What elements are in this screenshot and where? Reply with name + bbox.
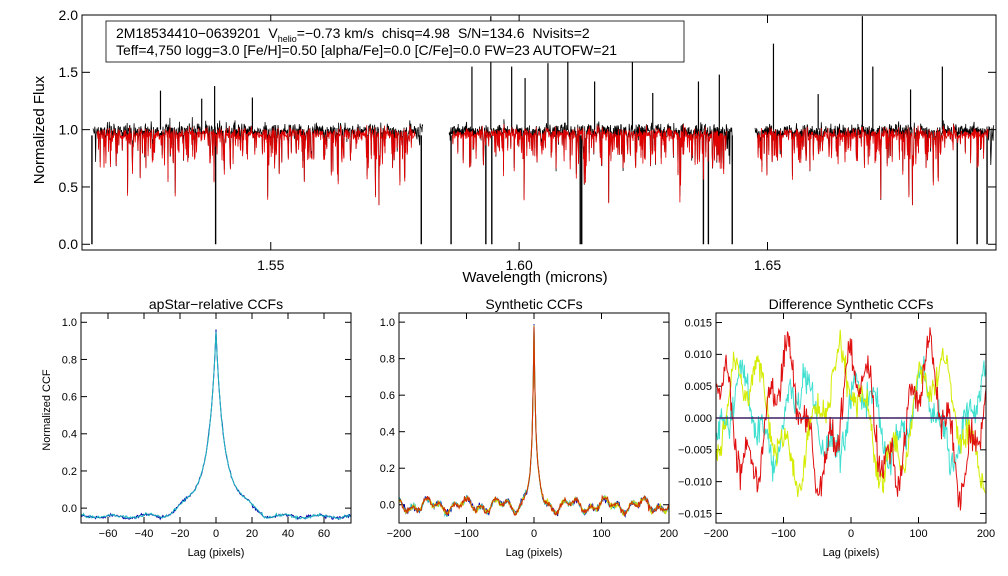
apstar-ccf-title: apStar−relative CCFs <box>149 296 283 312</box>
y-tick-label: 1.0 <box>380 317 395 329</box>
apstar-ccf-series <box>80 329 352 521</box>
y-tick-label: 2.0 <box>59 7 79 23</box>
synthetic-ccf-x-label: Lag (pixels) <box>506 547 563 559</box>
difference-ccf-frame <box>715 312 987 524</box>
y-tick-label: 0.5 <box>59 179 79 195</box>
apstar-ccf-ticks: −60 −40 −20 0 20 40 60 0.0 0.2 0.4 0.6 0.8 1.0 <box>62 313 351 540</box>
x-tick-label: −100 <box>454 528 479 540</box>
difference-ccf-lines <box>715 327 987 511</box>
vhelio-label: V <box>268 25 278 41</box>
x-tick-label: −60 <box>99 528 118 540</box>
x-tick-label: 0 <box>213 528 219 540</box>
model-spectrum-line <box>451 124 727 204</box>
sn-value: S/N=134.6 <box>458 25 525 41</box>
y-tick-label: −0.005 <box>678 445 712 457</box>
y-tick-label: 0.000 <box>684 413 712 425</box>
difference-ccf-panel: Difference Synthetic CCFs −200 −100 0 100 20… <box>678 296 995 559</box>
apstar-ccf-y-label: Normalized CCF <box>41 369 53 451</box>
x-tick-label: −200 <box>704 528 729 540</box>
x-tick-label: 1.60 <box>506 257 533 273</box>
synthetic-ccf-frame <box>398 312 670 524</box>
difference-ccf-series <box>715 329 986 497</box>
chisq-value: chisq=4.98 <box>382 25 450 41</box>
spectrum-axes-frame <box>81 14 997 251</box>
info-box: 2M18534410−0639201 Vhelio=−0.73 km/s chisq… <box>105 20 685 63</box>
y-tick-label: 1.0 <box>59 122 79 138</box>
spectrum-x-label: Wavelength (microns) <box>462 269 607 286</box>
synthetic-ccf-title: Synthetic CCFs <box>485 296 582 312</box>
y-tick-label: 0.4 <box>380 427 395 439</box>
vhelio-sub: helio <box>278 34 297 44</box>
x-tick-label: 1.55 <box>257 257 284 273</box>
x-tick-label: 1.65 <box>754 257 781 273</box>
apstar-ccf-lines <box>80 329 352 521</box>
x-tick-label: 20 <box>246 528 258 540</box>
synthetic-ccf-lines <box>398 324 670 519</box>
y-tick-label: −0.015 <box>678 508 712 520</box>
y-tick-label: 0.005 <box>684 381 712 393</box>
difference-ccf-series <box>715 327 987 511</box>
x-tick-label: 0 <box>848 528 854 540</box>
y-tick-label: 0.4 <box>62 429 77 441</box>
nvisits-value: Nvisits=2 <box>533 25 590 41</box>
spectrum-ticks: 1.55 1.60 1.65 0.0 0.5 1.0 1.5 2.0 <box>59 7 996 273</box>
star-id: 2M18534410−0639201 <box>116 25 261 41</box>
x-tick-label: −40 <box>135 528 154 540</box>
y-tick-label: 0.2 <box>62 466 77 478</box>
y-tick-label: 1.5 <box>59 64 79 80</box>
y-tick-label: 0.010 <box>684 349 712 361</box>
x-tick-label: −20 <box>171 528 190 540</box>
x-tick-label: 100 <box>592 528 610 540</box>
x-tick-label: 0 <box>531 528 537 540</box>
y-tick-label: 0.0 <box>62 503 77 515</box>
y-tick-label: 1.0 <box>62 317 77 329</box>
apstar-ccf-x-label: Lag (pixels) <box>188 547 245 559</box>
y-tick-label: 0.0 <box>380 500 395 512</box>
synthetic-ccf-panel: Synthetic CCFs −200 −100 0 100 200 0.0 0.2 0.4 0… <box>380 296 678 559</box>
x-tick-label: −100 <box>771 528 796 540</box>
synthetic-ccf-series <box>398 326 670 517</box>
y-tick-label: 0.8 <box>62 354 77 366</box>
info-line-2: Teff=4,750 logg=3.0 [Fe/H]=0.50 [alpha/F… <box>116 42 617 58</box>
difference-ccf-series <box>715 355 987 482</box>
info-line-1: 2M18534410−0639201 Vhelio=−0.73 km/s chisq… <box>116 25 590 44</box>
observed-spectrum-line <box>92 117 424 206</box>
x-tick-label: 60 <box>318 528 330 540</box>
vhelio-value: =−0.73 km/s <box>297 25 374 41</box>
x-tick-label: 40 <box>282 528 294 540</box>
x-tick-label: 200 <box>977 528 995 540</box>
model-spectrum-line <box>757 124 989 206</box>
y-tick-label: 0.8 <box>380 354 395 366</box>
spectrum-y-label: Normalized Flux <box>31 75 48 184</box>
y-tick-label: 0.2 <box>380 463 395 475</box>
apstar-ccf-series <box>80 331 352 521</box>
y-tick-label: 0.0 <box>59 236 79 252</box>
x-tick-label: 200 <box>660 528 678 540</box>
difference-ccf-x-label: Lag (pixels) <box>823 547 880 559</box>
spectrum-lines <box>91 16 994 245</box>
apstar-ccf-panel: apStar−relative CCFs −60 −40 −20 0 20 40 60 0.0… <box>41 296 352 559</box>
model-spectrum-line <box>96 125 416 206</box>
difference-ccf-title: Difference Synthetic CCFs <box>769 296 934 312</box>
y-tick-label: 0.6 <box>62 391 77 403</box>
apstar-ccf-frame <box>80 312 352 524</box>
x-tick-label: 100 <box>909 528 927 540</box>
y-tick-label: −0.010 <box>678 476 712 488</box>
x-tick-label: −200 <box>387 528 412 540</box>
y-tick-label: 0.6 <box>380 390 395 402</box>
spectrum-panel: 1.55 1.60 1.65 0.0 0.5 1.0 1.5 2.0 Wavelength (… <box>31 7 997 286</box>
info-box-frame <box>105 20 685 63</box>
synthetic-ccf-ticks: −200 −100 0 100 200 0.0 0.2 0.4 0.6 0.8 1.0 <box>380 313 678 540</box>
y-tick-label: 0.015 <box>684 317 712 329</box>
